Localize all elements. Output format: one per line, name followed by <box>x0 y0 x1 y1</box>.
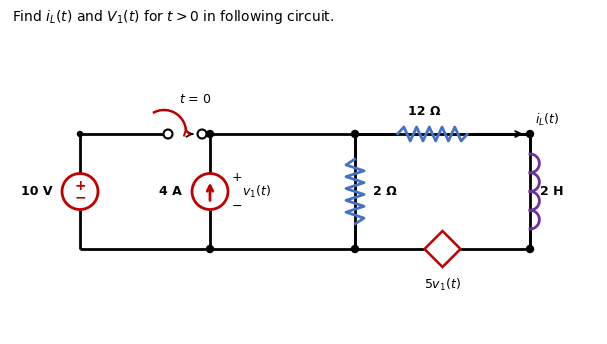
Text: +: + <box>433 240 442 250</box>
Circle shape <box>206 130 214 138</box>
Circle shape <box>78 131 83 137</box>
Text: 4 A: 4 A <box>159 185 182 198</box>
Circle shape <box>351 130 359 138</box>
Text: −: − <box>74 191 86 204</box>
Text: +: + <box>232 171 243 184</box>
Circle shape <box>163 129 172 139</box>
Circle shape <box>351 246 359 252</box>
Circle shape <box>526 130 534 138</box>
Circle shape <box>197 129 206 139</box>
Circle shape <box>206 246 214 252</box>
Text: 10 V: 10 V <box>21 185 52 198</box>
Text: −: − <box>232 200 243 213</box>
Text: −: − <box>444 244 453 254</box>
Circle shape <box>526 246 534 252</box>
Polygon shape <box>424 231 461 267</box>
Text: +: + <box>74 179 86 193</box>
Text: $5v_1(t)$: $5v_1(t)$ <box>424 277 461 293</box>
Text: Find $i_L(t)$ and $V_1(t)$ for $t > 0$ in following circuit.: Find $i_L(t)$ and $V_1(t)$ for $t > 0$ i… <box>12 8 334 26</box>
Text: $v_1(t)$: $v_1(t)$ <box>242 183 271 200</box>
Text: $t$ = 0: $t$ = 0 <box>179 93 211 106</box>
Text: 12 Ω: 12 Ω <box>409 105 441 118</box>
Text: 2 Ω: 2 Ω <box>373 185 397 198</box>
Text: 2 H: 2 H <box>540 185 563 198</box>
Text: $i_L(t)$: $i_L(t)$ <box>535 112 559 128</box>
